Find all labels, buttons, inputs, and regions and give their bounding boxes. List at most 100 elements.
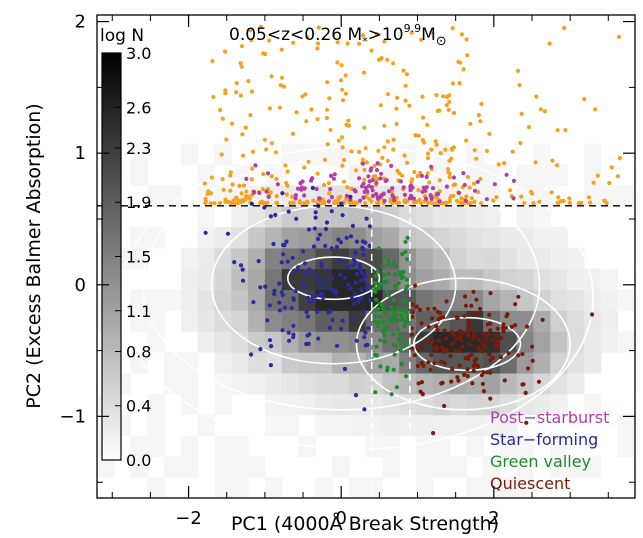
data-point bbox=[208, 201, 213, 206]
data-point bbox=[209, 175, 214, 180]
data-point bbox=[419, 360, 424, 366]
data-point bbox=[404, 72, 409, 77]
heatmap-cell bbox=[600, 185, 619, 207]
heatmap-cell bbox=[231, 372, 249, 395]
heatmap-cell bbox=[382, 456, 400, 478]
data-point bbox=[482, 344, 487, 349]
data-point bbox=[463, 303, 468, 308]
data-point bbox=[446, 107, 451, 112]
data-point bbox=[430, 201, 435, 206]
heatmap-cell bbox=[197, 247, 216, 270]
data-point bbox=[362, 309, 367, 314]
data-point bbox=[323, 279, 328, 284]
data-point bbox=[275, 200, 280, 205]
heatmap-cell bbox=[483, 456, 501, 478]
data-point bbox=[349, 186, 354, 191]
heatmap-cell bbox=[315, 477, 333, 498]
data-point bbox=[239, 64, 244, 69]
title-main: 0.05<z<0.26 M bbox=[229, 25, 362, 45]
data-point bbox=[505, 312, 510, 317]
heatmap-cell bbox=[248, 372, 266, 395]
data-point bbox=[396, 337, 401, 342]
data-point bbox=[391, 61, 396, 66]
data-point bbox=[284, 192, 289, 197]
heatmap-cell bbox=[264, 331, 283, 353]
data-point bbox=[400, 173, 405, 178]
data-point bbox=[258, 347, 263, 352]
data-point bbox=[522, 200, 527, 206]
data-point bbox=[263, 284, 268, 289]
heatmap-cell bbox=[315, 414, 333, 436]
data-point bbox=[480, 341, 485, 346]
data-point bbox=[307, 332, 312, 337]
heatmap-cell bbox=[382, 372, 400, 395]
data-point bbox=[381, 320, 386, 325]
heatmap-cell bbox=[382, 414, 400, 436]
heatmap-cell bbox=[483, 227, 501, 249]
data-point bbox=[329, 246, 334, 251]
data-point bbox=[332, 172, 337, 177]
data-point bbox=[429, 196, 434, 201]
heatmap-cell bbox=[550, 268, 568, 291]
legend-entry: Green valley bbox=[490, 452, 591, 471]
title-msun: M bbox=[421, 25, 436, 45]
data-point bbox=[249, 201, 254, 206]
data-point bbox=[372, 163, 377, 168]
data-point bbox=[203, 230, 208, 235]
data-point bbox=[394, 344, 399, 349]
heatmap-cell bbox=[264, 372, 283, 395]
heatmap-cell bbox=[617, 185, 635, 207]
data-point bbox=[269, 141, 275, 146]
data-point bbox=[250, 166, 255, 171]
data-point bbox=[395, 306, 400, 311]
data-point bbox=[290, 255, 295, 260]
data-point bbox=[327, 191, 332, 196]
data-point bbox=[306, 295, 311, 300]
heatmap-cell bbox=[231, 310, 249, 332]
heatmap-cell bbox=[466, 206, 484, 228]
data-point bbox=[305, 35, 310, 40]
data-point bbox=[327, 325, 332, 330]
data-point bbox=[429, 147, 434, 152]
data-point bbox=[468, 121, 473, 126]
data-point bbox=[363, 273, 368, 279]
heatmap-cell bbox=[432, 227, 451, 249]
data-point bbox=[547, 41, 552, 46]
data-point bbox=[319, 291, 324, 296]
heatmap-cell bbox=[348, 310, 367, 332]
data-point bbox=[401, 185, 406, 190]
data-point bbox=[291, 268, 296, 273]
data-point bbox=[393, 272, 398, 277]
heatmap-cell bbox=[567, 456, 585, 478]
data-point bbox=[405, 313, 410, 318]
data-point bbox=[396, 200, 402, 205]
data-point bbox=[286, 330, 291, 335]
data-point bbox=[511, 178, 517, 183]
data-point bbox=[310, 176, 315, 181]
data-point bbox=[342, 275, 347, 280]
heatmap-cell bbox=[533, 393, 551, 416]
data-point bbox=[579, 200, 584, 206]
y-tick-label: 2 bbox=[75, 12, 86, 33]
data-point bbox=[280, 293, 285, 298]
data-point bbox=[448, 353, 453, 359]
data-point bbox=[447, 99, 452, 104]
data-point bbox=[335, 60, 340, 65]
data-point bbox=[273, 212, 278, 218]
data-point bbox=[460, 344, 465, 349]
data-point bbox=[444, 299, 449, 304]
data-point bbox=[232, 200, 237, 206]
data-point bbox=[607, 180, 612, 186]
data-point bbox=[202, 181, 207, 186]
data-point bbox=[309, 107, 314, 112]
data-point bbox=[267, 303, 272, 308]
data-point bbox=[562, 25, 567, 30]
data-point bbox=[510, 149, 515, 154]
data-point bbox=[474, 156, 479, 161]
data-point bbox=[378, 338, 383, 343]
data-point bbox=[245, 194, 251, 199]
data-point bbox=[436, 338, 442, 343]
data-point bbox=[490, 355, 495, 360]
heatmap-cell bbox=[130, 164, 148, 186]
data-point bbox=[470, 381, 475, 386]
